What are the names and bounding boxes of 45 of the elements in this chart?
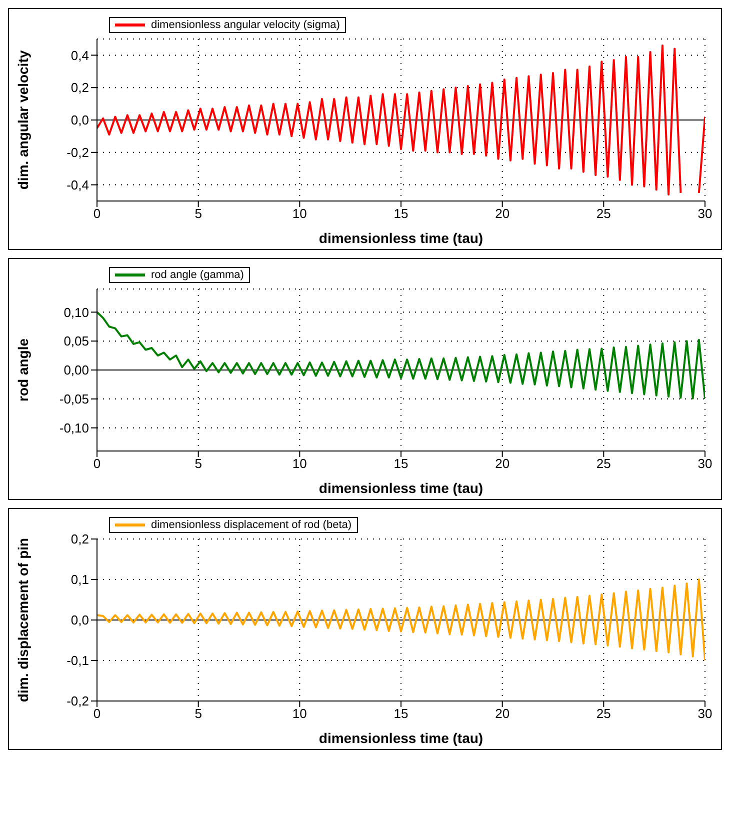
y-tick-label: 0,10 [64, 304, 89, 320]
x-tick-label: 10 [292, 206, 307, 222]
y-tick-label: 0,0 [70, 112, 89, 128]
y-tick-label: -0,05 [59, 392, 89, 407]
x-tick-label: 20 [495, 706, 510, 722]
y-tick-label: -0,1 [66, 653, 89, 668]
x-axis-title: dimensionless time (tau) [318, 730, 484, 746]
x-tick-label: 25 [596, 456, 611, 472]
x-tick-label: 0 [93, 456, 101, 472]
x-tick-label: 5 [194, 456, 202, 472]
y-axis-title: rod angle [14, 338, 31, 402]
x-tick-label: 5 [194, 206, 202, 222]
x-tick-label: 0 [93, 206, 101, 222]
y-tick-label: -0,2 [66, 145, 89, 160]
x-tick-label: 25 [596, 206, 611, 222]
y-axis-title: dim. displacement of pin [14, 538, 31, 702]
y-tick-label: -0,4 [66, 177, 89, 192]
legend-label: rod angle (gamma) [151, 269, 244, 281]
y-tick-label: -0,2 [66, 694, 89, 709]
y-tick-label: 0,00 [64, 362, 89, 378]
x-tick-label: 30 [698, 706, 712, 722]
y-tick-label: 0,05 [64, 334, 89, 349]
y-axis-title: dim. angular velocity [14, 50, 31, 190]
y-tick-label: 0,4 [70, 48, 89, 63]
x-tick-label: 10 [292, 456, 307, 472]
y-tick-label: 0,2 [70, 532, 89, 547]
x-tick-label: 30 [698, 456, 712, 472]
y-tick-label: 0,0 [70, 612, 89, 628]
x-tick-label: 15 [394, 706, 408, 722]
legend-label: dimensionless angular velocity (sigma) [151, 19, 340, 31]
y-tick-label: 0,2 [70, 80, 89, 96]
legend-label: dimensionless displacement of rod (beta) [151, 519, 352, 531]
y-tick-label: -0,10 [59, 420, 89, 436]
x-tick-label: 30 [698, 206, 712, 222]
x-tick-label: 20 [495, 206, 510, 222]
x-tick-label: 5 [194, 706, 202, 722]
x-axis-title: dimensionless time (tau) [318, 480, 484, 496]
x-tick-label: 0 [93, 706, 101, 722]
x-tick-label: 20 [495, 456, 510, 472]
x-axis-title: dimensionless time (tau) [318, 230, 484, 246]
x-tick-label: 10 [292, 706, 307, 722]
x-tick-label: 15 [394, 456, 408, 472]
x-tick-label: 25 [596, 706, 611, 722]
x-tick-label: 15 [394, 206, 408, 222]
y-tick-label: 0,1 [70, 572, 89, 588]
